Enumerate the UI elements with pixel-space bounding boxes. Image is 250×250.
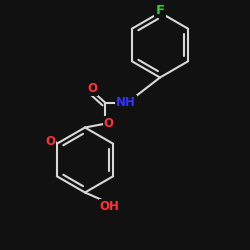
Text: OH: OH bbox=[100, 200, 119, 213]
Text: NH: NH bbox=[116, 96, 136, 109]
Text: F: F bbox=[156, 4, 164, 16]
Text: O: O bbox=[104, 117, 114, 130]
Text: O: O bbox=[45, 135, 55, 148]
Text: O: O bbox=[88, 82, 98, 95]
